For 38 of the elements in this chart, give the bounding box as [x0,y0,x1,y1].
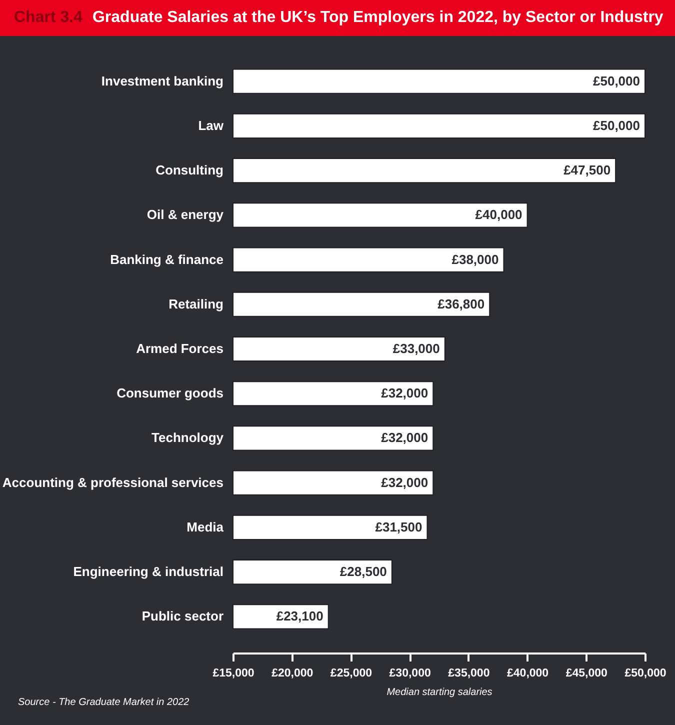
data-label: £23,100 [276,608,324,624]
x-axis-title: Median starting salaries [386,687,492,698]
y-tick-label: Banking & finance [110,252,224,267]
data-label: £38,000 [452,252,499,267]
y-tick-label: Technology [152,430,224,446]
caption: Chart 3.4 [14,9,82,26]
source-note: Source - The Graduate Market in 2022 [18,697,190,708]
data-label: £32,000 [381,386,428,401]
y-tick-label: Investment banking [101,73,224,88]
x-tick-label: £35,000 [448,668,490,680]
data-label: £31,500 [375,519,422,534]
y-tick-label: Engineering & industrial [73,564,224,580]
y-tick-label: Consulting [156,162,224,178]
chart-title: Graduate Salaries at the UK’s Top Employers in 2022, by Sector or Industry [92,9,664,26]
x-tick-label: £50,000 [624,668,666,680]
y-tick-label: Oil & energy [146,207,224,222]
y-tick-label: Retailing [168,296,224,312]
x-tick-label: £40,000 [506,668,549,680]
y-tick-label: Accounting & professional services [2,474,224,490]
data-label: £36,800 [438,296,485,312]
data-label: £40,000 [475,207,522,222]
data-label: £50,000 [593,118,640,133]
x-tick-label: £15,000 [212,668,254,680]
y-tick-label: Armed Forces [136,341,224,356]
data-label: £32,000 [381,474,428,490]
x-tick-label: £20,000 [272,668,314,680]
y-tick-label: Consumer goods [116,386,224,401]
x-tick-label: £30,000 [389,668,431,680]
y-tick-label: Law [198,118,224,133]
y-tick-label: Media [186,519,224,534]
data-label: £47,500 [564,162,611,178]
data-label: £28,500 [340,564,387,580]
data-label: £32,000 [381,430,428,446]
y-tick-label: Public sector [142,608,224,624]
x-tick-label: £45,000 [566,668,608,680]
data-label: £33,000 [392,341,440,356]
data-label: £50,000 [593,73,640,88]
x-tick-label: £25,000 [330,668,372,680]
